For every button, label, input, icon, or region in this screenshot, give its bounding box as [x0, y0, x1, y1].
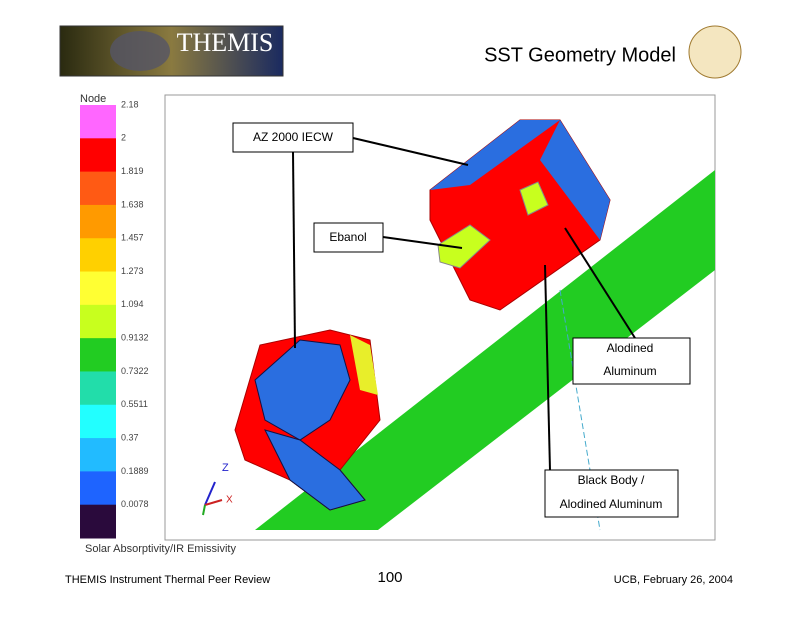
colorbar-label: 1.273 [121, 266, 144, 276]
colorbar-label: 1.819 [121, 166, 144, 176]
axis-z-label: Z [222, 462, 229, 474]
colorbar-label: 0.7322 [121, 366, 149, 376]
colorbar: 2.18 2 1.819 1.638 1.457 1.273 1.094 0.9132 0.73… [80, 99, 149, 539]
colorbar-swatch [80, 204, 116, 239]
lower-box-yellow [350, 335, 378, 395]
colorbar-label: 2 [121, 133, 126, 143]
colorbar-swatch [80, 438, 116, 472]
lower-box-base [264, 429, 366, 511]
colorbar-swatch [80, 105, 116, 139]
callout-text: Aluminum [603, 364, 656, 378]
colorbar-label: 0.9132 [121, 333, 149, 343]
ebanol-box-2 [519, 181, 549, 216]
logo-art [110, 31, 170, 71]
colorbar-label: 0.0078 [121, 499, 149, 509]
axis-x-label: X [226, 495, 233, 506]
callout-text: Alodined Aluminum [560, 497, 663, 511]
colorbar-swatch [80, 471, 116, 506]
callout-box [544, 469, 679, 518]
colorbar-swatch [80, 238, 116, 273]
title: SST Geometry Model [484, 44, 676, 66]
lower-box-face [254, 339, 351, 441]
upper-box-side [540, 120, 610, 240]
callout-text: Ebanol [329, 230, 366, 244]
colorbar-swatch [80, 338, 116, 372]
callout-arrows [292, 137, 636, 471]
colorbar-swatch [80, 404, 116, 439]
logo [59, 25, 284, 77]
colorbar-label: 1.457 [121, 233, 144, 243]
callout-box [232, 122, 354, 153]
colorbar-swatch [80, 271, 116, 306]
right-logo [688, 25, 742, 79]
callout-text: AZ 2000 IECW [253, 130, 334, 144]
legend-heading: Node [80, 93, 106, 105]
upper-box-top [430, 120, 560, 190]
colorbar-swatch [80, 304, 116, 339]
colorbar-label: 1.638 [121, 199, 144, 209]
colorbar-swatch [80, 371, 116, 406]
callout-text: Black Body / [578, 473, 645, 487]
ebanol-box [437, 224, 491, 269]
axis-z [204, 481, 216, 506]
colorbar-label: 0.5511 [121, 399, 148, 409]
axis-y [202, 504, 206, 516]
colorbar-label: 2.18 [121, 99, 139, 109]
axis-x [204, 499, 223, 506]
callout-box [572, 337, 691, 385]
colorbar-label: 1.094 [121, 299, 144, 309]
legend-caption: Solar Absorptivity/IR Emissivity [85, 543, 236, 555]
colorbar-swatch [80, 171, 116, 206]
logo-text: THEMIS [177, 28, 274, 57]
colorbar-swatch [80, 504, 116, 539]
colorbar-swatch [80, 138, 116, 173]
footer-left: THEMIS Instrument Thermal Peer Review [65, 574, 270, 586]
plane [255, 170, 715, 530]
callout-text: Alodined [607, 341, 654, 355]
callout-box [313, 222, 384, 253]
colorbar-label: 0.1889 [121, 466, 149, 476]
colorbar-label: 0.37 [121, 432, 139, 442]
page-number: 100 [377, 569, 402, 586]
footer-right: UCB, February 26, 2004 [614, 574, 733, 586]
